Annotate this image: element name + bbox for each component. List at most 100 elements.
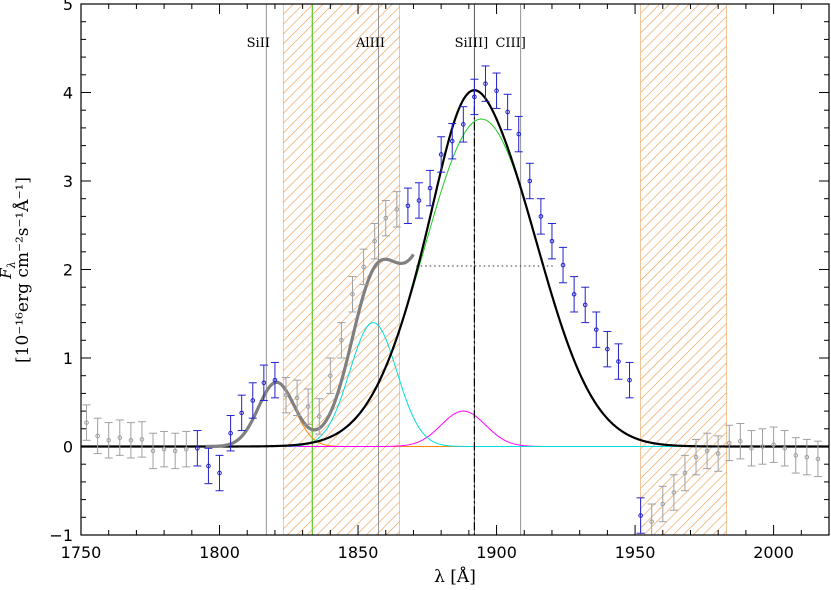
data-point-41 [525, 162, 534, 200]
data-marker [272, 377, 278, 383]
data-marker [793, 453, 799, 458]
data-marker [449, 138, 455, 144]
data-point-30 [403, 187, 412, 224]
emission-line-label-4: CIII] [495, 36, 525, 51]
data-marker [616, 359, 621, 364]
y-tick-label: 4 [63, 84, 73, 103]
data-point-8 [160, 430, 169, 468]
data-point-19 [282, 376, 291, 414]
data-marker [527, 178, 533, 184]
data-marker [704, 448, 710, 454]
data-marker [682, 470, 688, 476]
y-axis-symbol: Fλ [0, 261, 18, 279]
total-model-curve [81, 89, 829, 448]
data-point-18 [270, 361, 279, 399]
data-marker [582, 302, 588, 308]
data-point-50 [625, 361, 634, 399]
data-point-53 [658, 485, 667, 523]
data-marker [239, 410, 244, 416]
data-point-3 [104, 422, 113, 459]
data-marker [261, 380, 267, 386]
data-marker [150, 448, 156, 454]
data-point-1 [82, 404, 91, 441]
data-marker [438, 152, 444, 157]
data-point-40 [514, 115, 523, 153]
data-marker [605, 346, 610, 352]
data-point-22 [315, 398, 324, 435]
data-point-52 [647, 503, 656, 535]
data-marker [593, 327, 599, 332]
y-axis-label: [10⁻¹⁶erg cm⁻²s⁻¹Å⁻¹] Fλ [0, 177, 33, 363]
data-marker [483, 81, 488, 86]
data-point-21 [304, 388, 313, 425]
data-marker [760, 444, 765, 449]
y-axis-symbol-main: F [0, 268, 15, 280]
data-marker [494, 88, 499, 94]
emission-line-label-3: SiIII] [455, 36, 489, 51]
emission-line-label-2: AlIII [355, 36, 385, 51]
x-tick-label: 1800 [199, 543, 240, 562]
data-point-34 [448, 122, 457, 160]
axis-ticks: 1750 1800 1850 1900 1950 2000 −1 0 1 2 3 4 5 [49, 0, 830, 562]
data-point-24 [337, 322, 346, 359]
data-point-42 [536, 198, 545, 235]
data-marker [671, 490, 677, 495]
data-marker [316, 414, 322, 419]
data-point-59 [725, 424, 734, 462]
data-point-51 [636, 497, 645, 534]
data-point-17 [259, 364, 268, 401]
y-tick-label: 0 [63, 438, 73, 457]
data-marker [660, 501, 666, 507]
data-point-13 [215, 454, 224, 492]
data-point-14 [226, 415, 235, 452]
data-point-39 [503, 93, 512, 131]
data-marker [649, 519, 654, 525]
data-marker [571, 291, 577, 297]
data-point-9 [171, 432, 180, 470]
data-point-26 [359, 248, 368, 286]
data-marker [139, 437, 145, 442]
y-axis-symbol-sub: λ [5, 261, 18, 269]
data-marker [183, 446, 189, 452]
data-marker [128, 438, 134, 443]
data-marker [350, 291, 355, 297]
data-marker [771, 442, 776, 448]
data-marker [161, 446, 167, 452]
data-marker [516, 131, 522, 137]
data-point-62 [758, 428, 767, 465]
data-point-12 [204, 447, 213, 485]
data-point-20 [293, 379, 302, 417]
data-points [82, 65, 822, 535]
y-tick-label: 3 [63, 172, 73, 191]
data-marker [172, 448, 178, 454]
x-tick-label: 1750 [61, 543, 102, 562]
data-point-16 [248, 382, 257, 419]
data-point-25 [348, 276, 357, 313]
fit-annotations [416, 90, 555, 535]
masked-region-1 [282, 4, 400, 535]
data-point-10 [182, 430, 191, 468]
data-point-35 [459, 106, 468, 143]
data-point-56 [692, 438, 701, 476]
data-marker [715, 451, 721, 456]
data-point-55 [680, 454, 689, 492]
data-marker [84, 420, 89, 425]
x-tick-label: 2000 [753, 543, 794, 562]
data-marker [405, 203, 411, 209]
data-marker [95, 433, 100, 439]
data-point-32 [426, 169, 435, 207]
data-marker [328, 373, 333, 379]
data-marker [472, 94, 477, 100]
data-point-67 [813, 440, 822, 478]
data-point-23 [326, 357, 335, 394]
data-marker [294, 395, 300, 401]
data-point-29 [392, 191, 401, 228]
data-point-44 [559, 246, 568, 284]
data-point-66 [802, 438, 811, 476]
data-point-6 [137, 421, 146, 458]
data-marker [427, 185, 433, 191]
data-marker [416, 198, 422, 203]
data-marker [394, 207, 400, 212]
data-point-2 [93, 417, 102, 455]
